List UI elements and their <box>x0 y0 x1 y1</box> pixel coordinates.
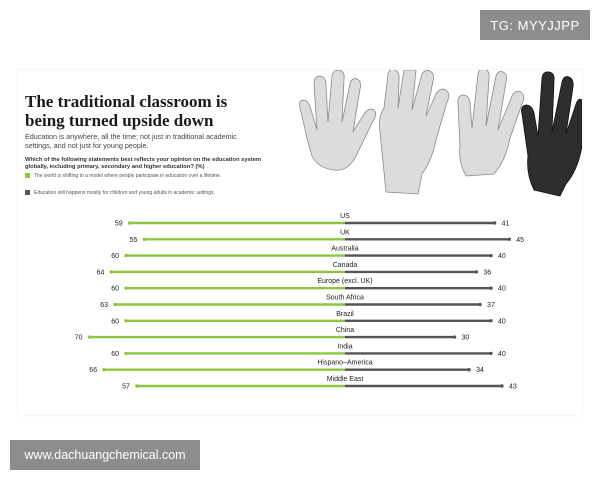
value-label-lifetime-south-africa: 63 <box>100 302 108 309</box>
value-label-academic-china: 30 <box>462 335 470 342</box>
value-label-academic-brazil: 40 <box>498 318 506 325</box>
bar-end-lifetime-india <box>124 351 128 356</box>
value-label-academic-hispano-america: 34 <box>476 367 484 374</box>
hands-illustration <box>299 70 582 197</box>
category-label-china: China <box>336 327 354 334</box>
bar-end-lifetime-south-africa <box>113 302 117 307</box>
value-label-academic-australia: 40 <box>498 253 506 260</box>
bar-end-academic-uk <box>507 237 511 241</box>
bar-end-lifetime-hispano-america <box>102 368 106 372</box>
category-label-uk: UK <box>340 229 350 236</box>
bar-end-academic-middle-east <box>500 384 504 388</box>
infographic-card: The traditional classroom is being turne… <box>18 70 582 415</box>
url-watermark: www.dachuangchemical.com <box>10 440 200 470</box>
bar-end-academic-south-africa <box>478 302 482 307</box>
value-label-lifetime-us: 59 <box>115 221 123 228</box>
bar-end-lifetime-uk <box>142 237 146 241</box>
bar-end-academic-brazil <box>489 319 493 323</box>
diverging-bar-chart: US 59 41 UK 55 45 Australia 60 40 Canada 64 36 Europ… <box>75 213 524 391</box>
value-label-academic-uk: 45 <box>516 237 524 244</box>
tg-watermark: TG: MYYJJPP <box>480 10 590 40</box>
category-label-middle-east: Middle East <box>327 376 364 383</box>
bar-end-academic-us <box>492 221 497 225</box>
value-label-academic-europe-excl-uk: 40 <box>498 286 506 293</box>
value-label-academic-canada: 36 <box>483 269 491 276</box>
value-label-lifetime-uk: 55 <box>129 237 137 244</box>
category-label-south-africa: South Africa <box>326 295 364 302</box>
infographic-title: The traditional classroom is being turne… <box>25 92 228 130</box>
value-label-lifetime-australia: 60 <box>111 253 119 260</box>
bar-end-lifetime-middle-east <box>135 384 139 388</box>
bar-end-lifetime-china <box>87 335 92 339</box>
category-label-brazil: Brazil <box>336 311 354 318</box>
legend-item-lifetime: The world is shifting to a model where p… <box>25 173 221 179</box>
legend-label-academic: Education still happens mostly for child… <box>34 190 215 196</box>
value-label-lifetime-middle-east: 57 <box>122 384 130 391</box>
category-label-australia: Australia <box>331 246 358 253</box>
bar-end-lifetime-europe-excl-uk <box>124 286 128 290</box>
bar-end-lifetime-canada <box>109 270 114 274</box>
value-label-lifetime-hispano-america: 66 <box>89 367 97 374</box>
value-label-academic-us: 41 <box>502 221 510 228</box>
category-label-hispano-america: Hispano–America <box>317 360 372 367</box>
value-label-academic-india: 40 <box>498 351 506 358</box>
value-label-academic-middle-east: 43 <box>509 384 517 391</box>
bar-end-academic-canada <box>474 270 479 274</box>
infographic-subtitle: Education is anywhere, all the time; not… <box>25 132 237 150</box>
category-label-india: India <box>337 343 352 350</box>
value-label-lifetime-china: 70 <box>75 335 83 342</box>
category-label-canada: Canada <box>333 262 358 269</box>
value-label-academic-south-africa: 37 <box>487 302 495 309</box>
bar-end-lifetime-australia <box>124 253 128 258</box>
bar-end-academic-australia <box>489 253 493 258</box>
category-label-europe-excl-uk: Europe (excl. UK) <box>317 278 372 285</box>
value-label-lifetime-europe-excl-uk: 60 <box>111 286 119 293</box>
value-label-lifetime-brazil: 60 <box>111 318 119 325</box>
bar-end-academic-china <box>452 335 457 339</box>
value-label-lifetime-india: 60 <box>111 351 119 358</box>
category-label-us: US <box>340 213 350 220</box>
survey-question: Which of the following statements best r… <box>25 157 262 170</box>
bar-end-academic-hispano-america <box>467 368 471 372</box>
legend-label-lifetime: The world is shifting to a model where p… <box>34 173 222 179</box>
bar-end-academic-europe-excl-uk <box>489 286 493 290</box>
legend-swatch-dark <box>25 190 30 196</box>
legend-swatch-green <box>25 173 30 179</box>
bar-end-lifetime-brazil <box>124 319 128 323</box>
value-label-lifetime-canada: 64 <box>97 269 105 276</box>
bar-end-lifetime-us <box>127 221 132 225</box>
bar-end-academic-india <box>489 351 493 356</box>
legend-item-academic: Education still happens mostly for child… <box>25 190 215 196</box>
